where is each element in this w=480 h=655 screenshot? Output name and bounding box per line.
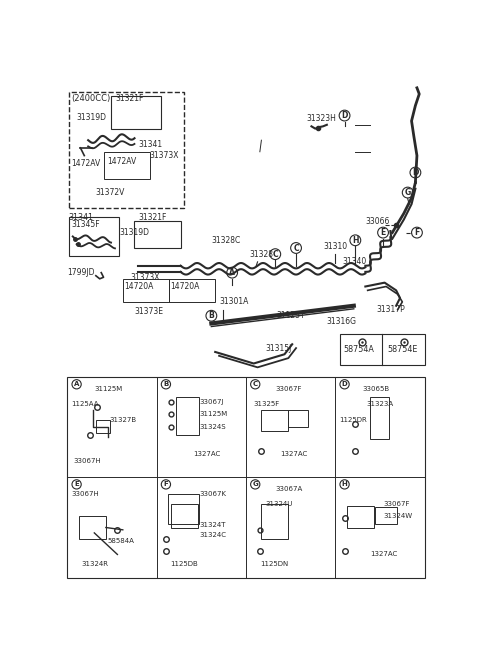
Text: 31340: 31340 [342,257,367,267]
Bar [176,397,199,435]
Text: E: E [381,228,386,237]
Text: 31323A: 31323A [366,402,393,407]
Text: 31327B: 31327B [110,417,137,422]
Text: 31373X: 31373X [131,272,160,282]
Text: 31125M: 31125M [199,411,227,417]
Text: 1125DB: 1125DB [170,561,198,567]
Text: 31373E: 31373E [134,307,163,316]
Text: 1472AV: 1472AV [71,159,100,168]
Text: 31328C: 31328C [211,236,240,245]
Bar [340,334,425,365]
Text: C: C [273,250,278,259]
Bar [123,279,169,302]
Text: 33067H: 33067H [73,458,101,464]
Text: 33067F: 33067F [383,502,409,508]
Text: 33067A: 33067A [275,486,302,492]
Text: 58754A: 58754A [344,345,375,354]
Text: 1125DR: 1125DR [339,417,367,422]
Text: 1327AC: 1327AC [193,451,221,457]
Text: 33065B: 33065B [362,386,389,392]
Text: 31319D: 31319D [119,228,149,237]
Text: C: C [293,244,299,252]
Text: 58584A: 58584A [108,538,134,544]
Text: G: G [252,481,258,487]
Text: H: H [352,236,359,245]
Text: H: H [342,481,348,487]
Text: 33066: 33066 [365,217,390,225]
Text: 1472AV: 1472AV [108,157,137,166]
Bar [134,221,180,248]
Text: 31324R: 31324R [81,561,108,567]
Text: 31341: 31341 [69,213,94,221]
Bar [96,421,110,433]
Text: 31310: 31310 [323,242,347,251]
Text: 33067K: 33067K [199,491,226,497]
Text: 31324U: 31324U [265,502,293,508]
Text: 1125AA: 1125AA [71,402,99,407]
Bar [104,152,150,179]
Text: B: B [208,311,214,320]
Text: D: D [342,381,348,387]
Text: 1327AC: 1327AC [370,552,397,557]
Bar [370,397,389,439]
Text: 1125DN: 1125DN [260,561,288,567]
Text: C: C [252,381,258,387]
Text: E: E [74,481,79,487]
Text: 31317P: 31317P [377,305,406,314]
Text: 1799JD: 1799JD [67,268,95,277]
Text: 31315J: 31315J [265,344,292,352]
Text: 31324T: 31324T [199,522,226,528]
Text: G: G [405,188,411,197]
Text: 31301A: 31301A [219,297,249,307]
Text: 31341: 31341 [138,140,162,149]
Text: 31324C: 31324C [199,533,226,538]
Text: F: F [414,228,420,237]
Text: 14720A: 14720A [124,282,154,291]
Bar [262,409,288,431]
Text: 31323H: 31323H [306,114,336,123]
Bar [262,504,288,539]
Text: 1327AC: 1327AC [281,451,308,457]
Text: 33067F: 33067F [275,386,302,392]
Text: B: B [163,381,168,387]
Text: D: D [412,168,419,177]
Text: 31319D: 31319D [77,113,107,122]
Text: 31373X: 31373X [150,151,179,160]
Text: 31325F: 31325F [254,402,280,407]
Text: 31321F: 31321F [138,213,167,221]
Text: 31345F: 31345F [71,220,100,229]
Text: 14720A: 14720A [170,282,200,291]
Text: A: A [229,268,235,277]
Bar [79,516,106,539]
Bar [375,507,397,523]
Text: 31328: 31328 [250,250,274,259]
Text: 31321F: 31321F [115,94,144,103]
Text: D: D [341,111,348,120]
Text: 31125M: 31125M [94,386,122,392]
Bar [69,217,119,255]
Text: 33067J: 33067J [199,399,224,405]
Text: 31372V: 31372V [96,188,125,197]
Bar [169,279,215,302]
Text: 31324W: 31324W [383,513,412,519]
Bar [288,411,308,428]
Bar [111,96,161,128]
Bar [347,506,374,527]
Text: (2400CC): (2400CC) [71,94,110,103]
Bar [168,495,199,523]
Text: 31125T: 31125T [277,311,305,320]
Text: 33067H: 33067H [71,491,99,497]
Bar [67,377,425,578]
Text: 31316G: 31316G [327,318,357,326]
Text: F: F [164,481,168,487]
Bar [170,504,198,527]
Text: A: A [74,381,79,387]
Text: 58754E: 58754E [388,345,418,354]
Text: 31324S: 31324S [199,424,226,430]
